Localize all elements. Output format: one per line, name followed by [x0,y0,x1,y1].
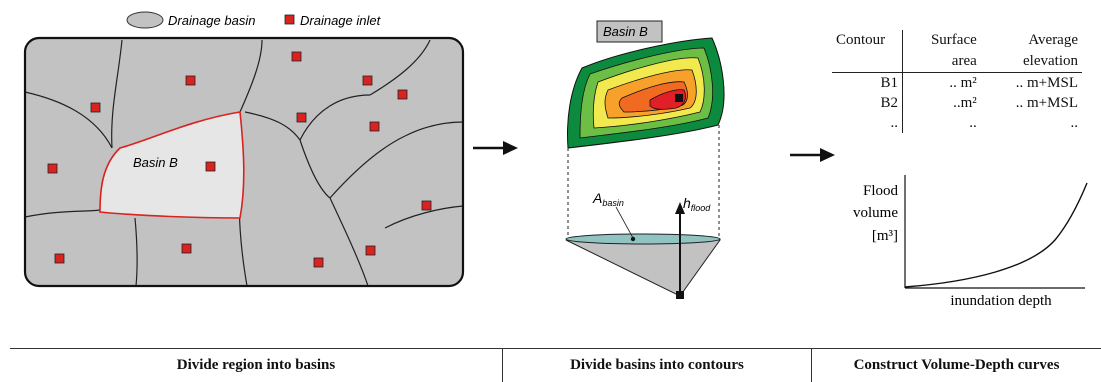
legend: Drainage basin Drainage inlet [126,11,382,29]
drainage-inlet-marker [397,89,408,100]
header-contour: Contour [832,30,903,73]
drainage-inlet-marker [421,200,432,211]
table-row: .. .. .. [832,113,1082,133]
contour-map: Basin B [567,20,725,149]
table-header-row: Contour Surface area Average elevation [832,30,1082,73]
height-label-main: h [683,195,691,211]
basin-b-label: Basin B [133,155,178,170]
volume-depth-chart: Flood volume [m³] inundation depth [853,175,1088,309]
drainage-inlet-marker [181,243,192,254]
header-surface-area: Surface area [930,32,977,69]
drainage-inlet-marker [47,163,58,174]
legend-basin-label: Drainage basin [168,13,255,28]
contour-title-box [596,20,663,43]
area-label-main: A [592,190,602,206]
outlet-point [675,94,683,102]
table-cell: .. m+MSL [1015,75,1078,91]
drainage-inlet-marker [185,75,196,86]
height-label: hflood [683,195,711,213]
cone-body [565,239,721,297]
table-cell: ..m² [953,95,977,111]
curve-ylabel-line-1: Flood [863,183,899,199]
contour-title: Basin B [603,24,648,39]
flood-volume-curve [904,182,1088,288]
legend-inlet-label: Drainage inlet [300,13,382,28]
drainage-inlet-marker [313,257,324,268]
drainage-basin-legend-swatch [126,11,164,29]
drainage-inlet-marker [365,245,376,256]
region-map: Basin B [23,36,465,288]
drainage-inlet-marker [362,75,373,86]
contour-table: Contour Surface area Average elevation B1 … [832,30,1082,133]
step-divide-region: Divide region into basins [10,349,503,382]
drainage-inlet-legend-swatch [284,14,295,25]
drainage-inlet-marker [90,102,101,113]
basin-b-outline [99,111,245,219]
table-row: B1 .. m² .. m+MSL [832,72,1082,93]
header-average-elevation: Average elevation [1023,32,1078,69]
step-construct-curves: Construct Volume-Depth curves [853,357,1060,373]
step-bar: Divide region into basins Divide basins … [10,348,1101,382]
curve-ylabel-line-3: [m³] [872,228,898,244]
border [23,36,465,288]
table-cell: .. m² [949,75,977,91]
table-cell: .. [832,113,903,133]
step-divide-basins: Divide basins into contours [503,349,812,382]
basin-cone: Abasin hflood [565,125,721,299]
drainage-inlet-marker [296,112,307,123]
drainage-inlet-marker [369,121,380,132]
arrow-2-head [820,148,835,162]
area-leader [615,206,634,239]
drainage-inlet-marker [54,253,65,264]
area-point [630,236,636,242]
area-label-sub: basin [602,198,624,208]
drainage-inlet-marker [205,161,216,172]
height-label-sub: flood [691,203,712,213]
arrow-1-head [503,141,518,155]
flow-arrows [473,141,835,162]
water-surface [565,233,721,245]
curve-xlabel: inundation depth [950,293,1052,309]
flood-height-arrowhead [675,202,685,214]
area-label: Abasin [592,190,624,208]
table-cell: .. m+MSL [1015,95,1078,111]
table-row: B2 ..m² .. m+MSL [832,93,1082,113]
drainage-inlet-marker [291,51,302,62]
table-cell: B2 [832,93,903,113]
depth-bottom-point [676,291,684,299]
curve-ylabel-line-2: volume [853,205,898,221]
table-cell: B1 [832,72,903,93]
table-cell: .. [969,115,977,131]
table-cell: .. [1070,115,1079,131]
drainage-inlets [47,51,432,268]
